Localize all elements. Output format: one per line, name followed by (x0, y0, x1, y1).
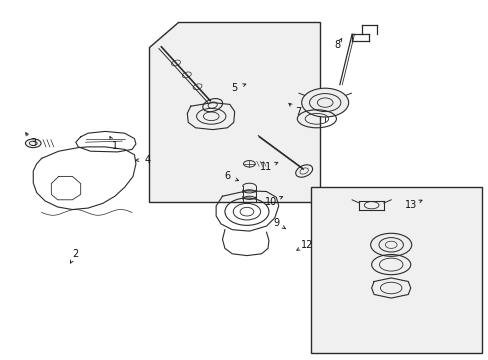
Text: 9: 9 (273, 218, 279, 228)
Text: 11: 11 (260, 162, 272, 172)
Ellipse shape (25, 139, 41, 148)
Text: 7: 7 (295, 107, 301, 117)
Text: 10: 10 (264, 197, 277, 207)
Text: 1: 1 (112, 141, 118, 151)
Text: 12: 12 (300, 240, 313, 250)
Text: 3: 3 (30, 138, 36, 148)
Text: 6: 6 (224, 171, 230, 181)
Text: 4: 4 (144, 155, 150, 165)
Polygon shape (149, 22, 320, 202)
Text: 5: 5 (231, 83, 237, 93)
Ellipse shape (301, 88, 348, 117)
Text: 13: 13 (404, 200, 416, 210)
Bar (310, 187, 481, 353)
Ellipse shape (370, 233, 411, 256)
Text: 8: 8 (334, 40, 340, 50)
Text: 2: 2 (73, 249, 79, 259)
